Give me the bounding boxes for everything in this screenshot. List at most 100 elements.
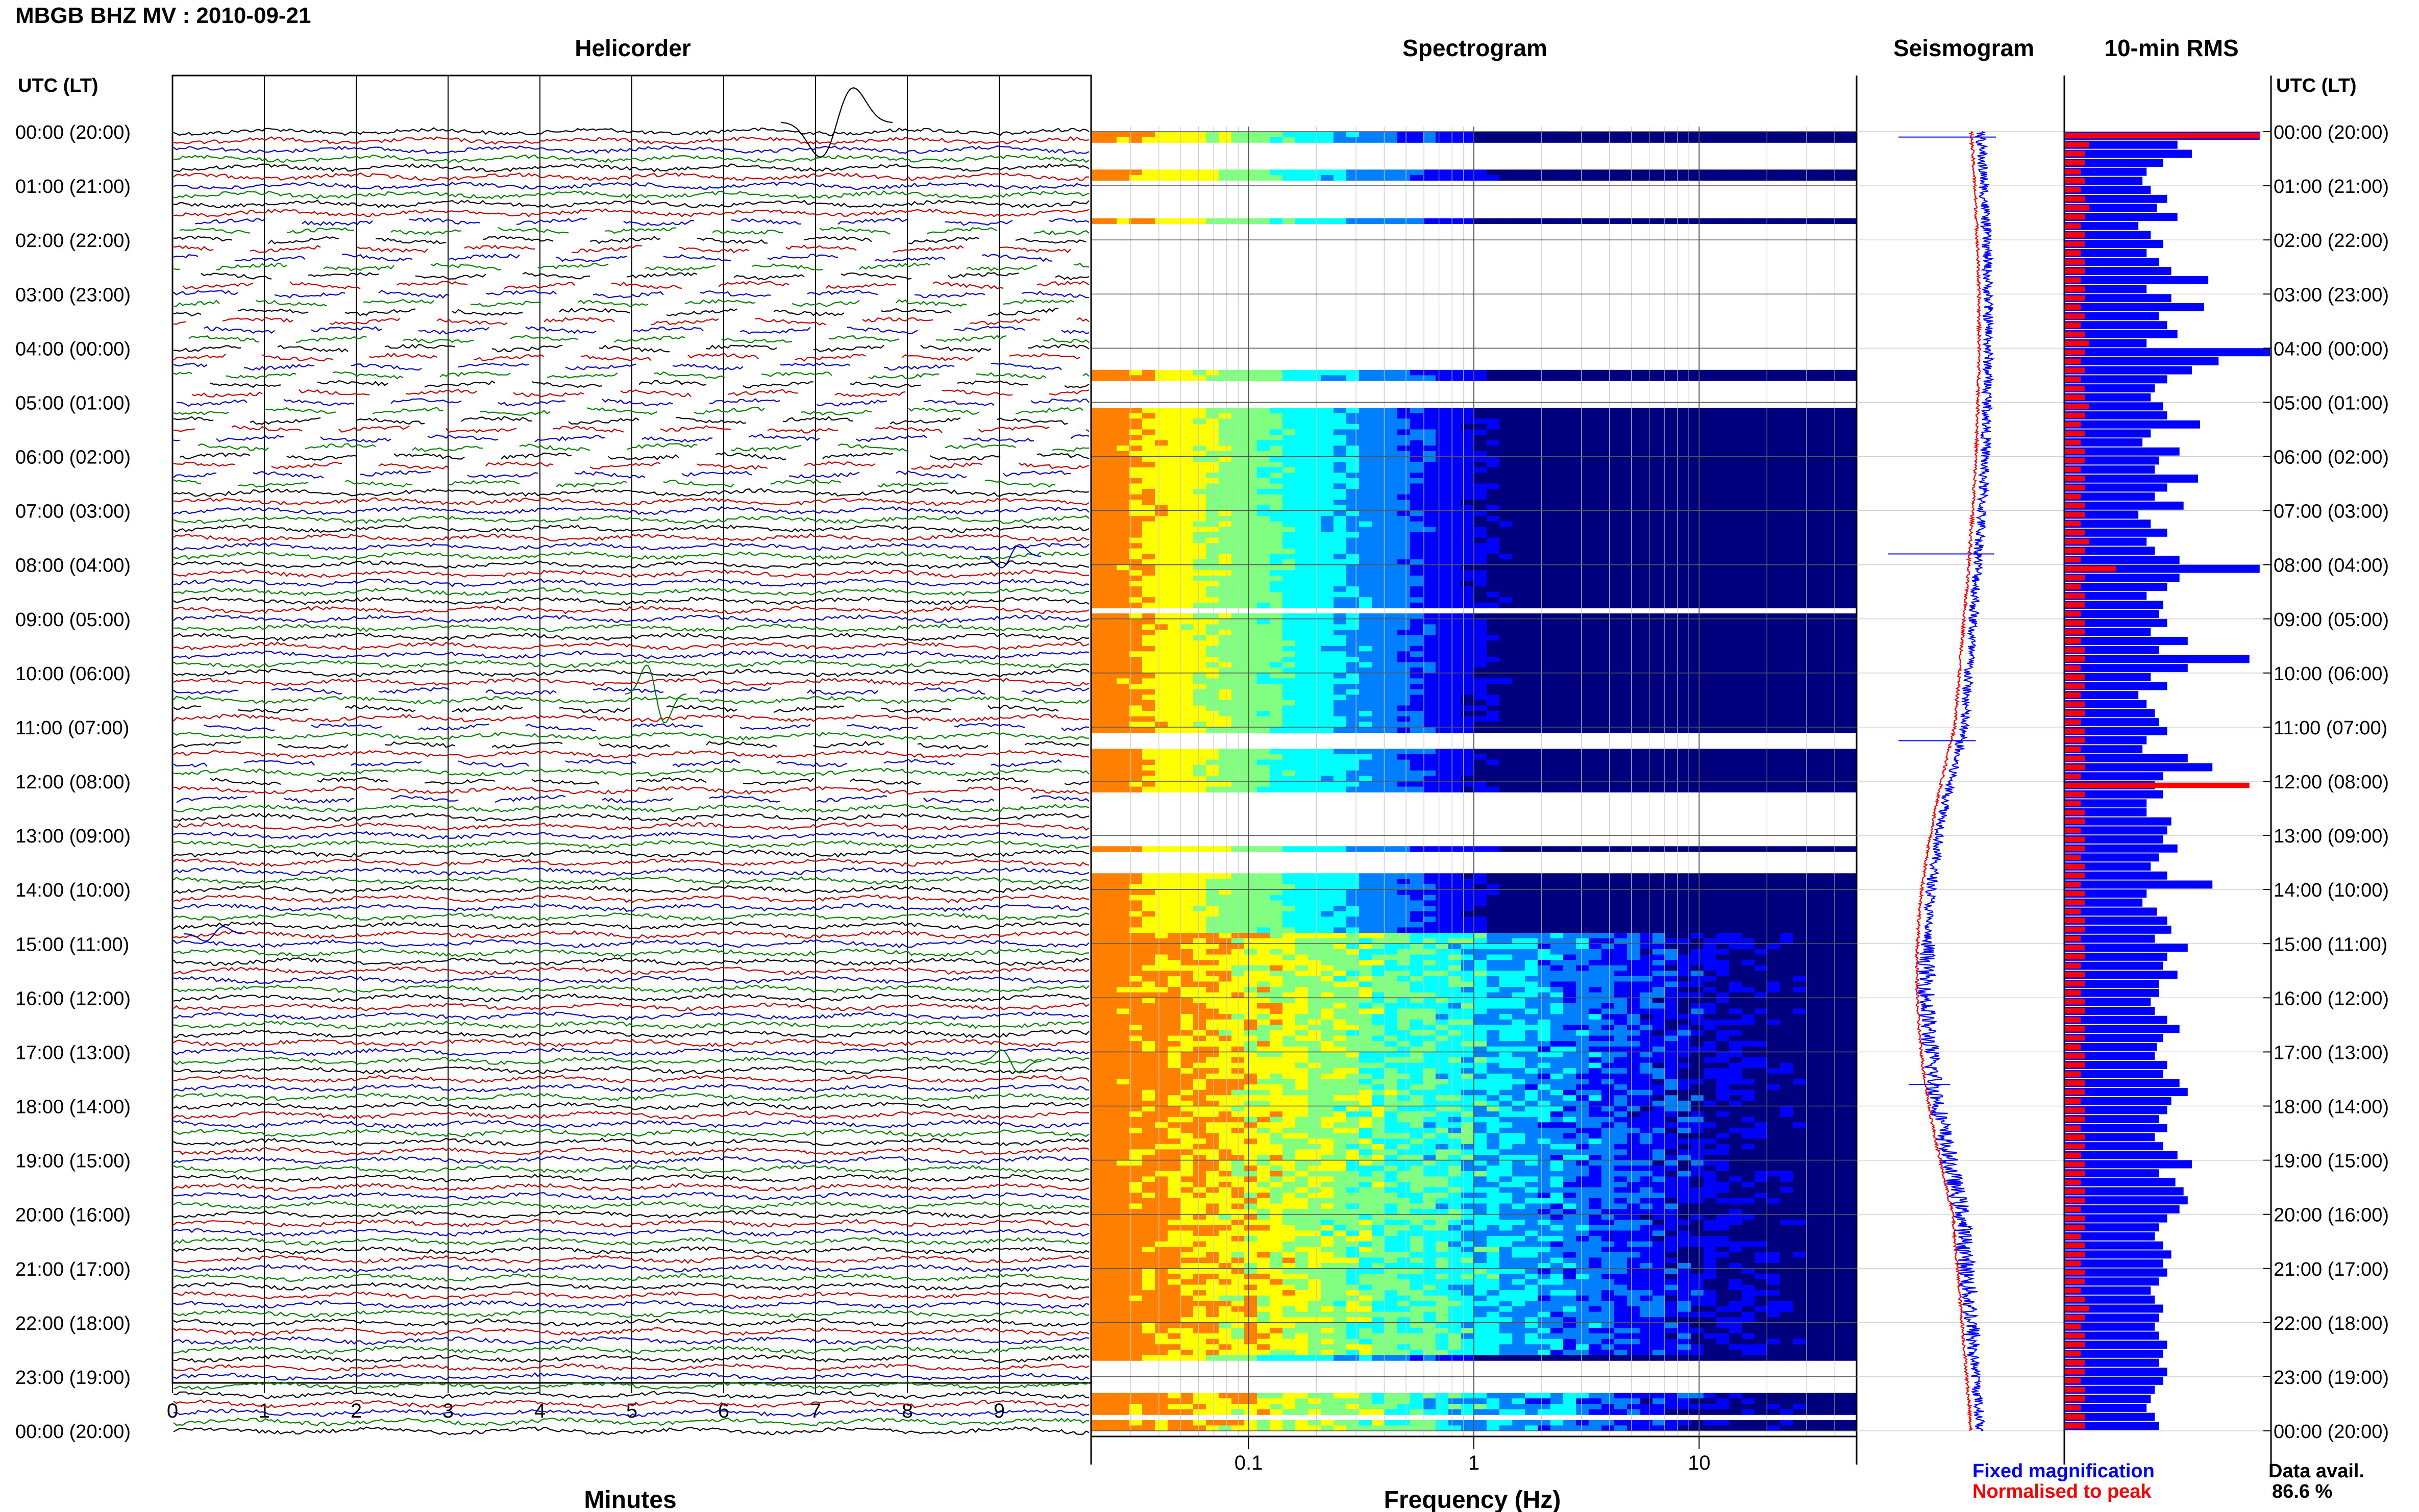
spectrogram-cell — [1576, 613, 1589, 619]
spectrogram-cell — [1729, 521, 1742, 527]
spectrogram-cell — [1793, 770, 1806, 776]
spectrogram-cell — [1716, 884, 1730, 890]
spectrogram-cell — [1397, 462, 1411, 468]
spectrogram-cell — [1334, 548, 1347, 554]
spectrogram-cell — [1487, 467, 1500, 473]
spectrogram-cell — [1614, 624, 1627, 630]
spectrogram-cell — [1091, 765, 1104, 771]
spectrogram-cell — [1704, 527, 1717, 533]
spectrogram-cell — [1461, 591, 1474, 598]
spectrogram-cell — [1359, 473, 1372, 479]
spectrogram-cell — [1742, 657, 1755, 663]
spectrogram-cell — [1104, 462, 1117, 468]
spectrogram-cell — [1499, 369, 1513, 376]
spectrogram-cell — [1691, 559, 1704, 565]
spectrogram-cell — [1678, 169, 1691, 176]
spectrogram-cell — [1423, 510, 1436, 516]
spectrogram-cell — [1295, 711, 1309, 717]
spectrogram-cell — [1474, 716, 1487, 722]
spectrogram-cell — [1755, 570, 1768, 576]
spectrogram-cell — [1448, 722, 1462, 728]
spectrogram-cell — [1155, 700, 1168, 706]
spectrogram-cell — [1614, 440, 1627, 446]
spectrogram-cell — [1180, 564, 1194, 571]
spectrogram-cell — [1461, 673, 1474, 679]
spectrogram-cell — [1844, 543, 1857, 549]
spectrogram-cell — [1244, 559, 1257, 565]
spectrogram-cell — [1589, 846, 1602, 852]
spectrogram-cell — [1257, 575, 1270, 582]
spectrogram-cell — [1640, 689, 1653, 695]
spectrogram-cell — [1806, 375, 1819, 381]
spectrogram-cell — [1640, 467, 1653, 473]
spectrogram-cell — [1563, 440, 1576, 446]
spectrogram-cell — [1206, 722, 1219, 728]
spectrogram-cell — [1716, 889, 1730, 896]
spectrogram-cell — [1193, 445, 1206, 452]
spectrogram-cell — [1665, 884, 1679, 890]
spectrogram-cell — [1652, 456, 1666, 462]
spectrogram-cell — [1601, 440, 1615, 446]
spectrogram-cell — [1652, 543, 1666, 549]
spectrogram-cell — [1716, 786, 1730, 792]
spectrogram-cell — [1550, 516, 1564, 522]
spectrogram-cell — [1793, 646, 1806, 652]
spectrogram-cell — [1142, 640, 1155, 647]
spectrogram-cell — [1117, 716, 1130, 722]
spectrogram-cell — [1270, 467, 1283, 473]
spectrogram-cell — [1091, 581, 1104, 587]
spectrogram-cell — [1818, 846, 1832, 852]
spectrogram-cell — [1091, 132, 1104, 138]
spectrogram-cell — [1321, 516, 1334, 522]
spectrogram-cell — [1308, 218, 1321, 224]
spectrogram-cell — [1397, 175, 1411, 181]
spectrogram-cell — [1716, 765, 1730, 771]
spectrogram-cell — [1563, 478, 1576, 484]
spectrogram-cell — [1576, 630, 1589, 636]
spectrogram-cell — [1295, 527, 1309, 533]
spectrogram-cell — [1397, 494, 1411, 500]
helicorder-trace — [194, 217, 1090, 226]
spectrogram-cell — [1691, 597, 1704, 603]
spectrogram-cell — [1627, 786, 1640, 792]
spectrogram-cell — [1614, 564, 1627, 571]
spectrogram-cell — [1321, 602, 1334, 609]
spectrogram-cell — [1206, 473, 1219, 479]
spectrogram-cell — [1499, 467, 1513, 473]
helicorder-trace — [173, 632, 1090, 641]
spectrogram-cell — [1244, 591, 1257, 598]
spectrogram-cell — [1652, 424, 1666, 430]
spectrogram-cell — [1576, 548, 1589, 554]
spectrogram-cell — [1704, 722, 1717, 728]
spectrogram-cell — [1755, 137, 1768, 143]
spectrogram-cell — [1461, 657, 1474, 663]
spectrogram-cell — [1091, 776, 1104, 782]
spectrogram-cell — [1117, 618, 1130, 625]
spectrogram-cell — [1372, 440, 1385, 446]
spectrogram-cell — [1104, 635, 1117, 641]
spectrogram-cell — [1091, 613, 1104, 619]
spectrogram-cell — [1180, 884, 1194, 890]
spectrogram-cell — [1117, 689, 1130, 695]
spectrogram-cell — [1346, 575, 1360, 582]
spectrogram-cell — [1206, 483, 1219, 489]
spectrogram-cell — [1601, 489, 1615, 495]
spectrogram-cell — [1206, 662, 1219, 668]
spectrogram-cell — [1448, 651, 1462, 657]
spectrogram-cell — [1308, 635, 1321, 641]
spectrogram-cell — [1538, 646, 1551, 652]
spectrogram-cell — [1423, 640, 1436, 647]
spectrogram-cell — [1180, 505, 1194, 511]
spectrogram-cell — [1499, 500, 1513, 506]
spectrogram-cell — [1665, 483, 1679, 489]
spectrogram-cell — [1219, 591, 1232, 598]
spectrogram-cell — [1806, 689, 1819, 695]
spectrogram-cell — [1270, 516, 1283, 522]
spectrogram-cell — [1601, 889, 1615, 896]
spectrogram-cell — [1244, 467, 1257, 473]
spectrogram-cell — [1423, 408, 1436, 414]
spectrogram-cell — [1372, 700, 1385, 706]
spectrogram-cell — [1257, 673, 1270, 679]
spectrogram-cell — [1704, 408, 1717, 414]
spectrogram-cell — [1346, 662, 1360, 668]
